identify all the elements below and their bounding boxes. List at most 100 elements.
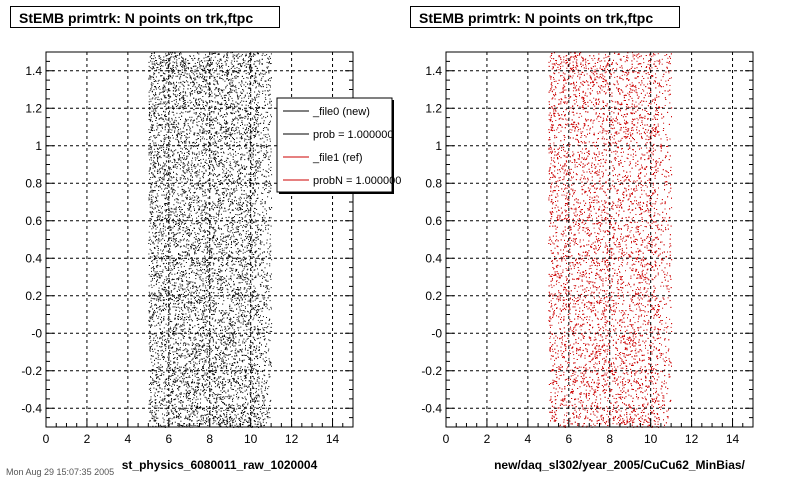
scatter-point [165,299,167,300]
scatter-point [236,243,238,245]
scatter-point [155,334,157,336]
scatter-point [205,414,207,416]
scatter-point [267,90,269,92]
scatter-point [229,152,231,154]
scatter-point [268,364,270,366]
scatter-point [257,358,259,359]
scatter-point [249,84,251,86]
scatter-point [215,359,217,361]
scatter-point [233,394,235,396]
scatter-point [150,358,152,360]
scatter-point [158,391,160,393]
scatter-point [257,329,259,331]
scatter-point [180,380,182,382]
scatter-point [180,425,182,426]
scatter-point [261,258,263,259]
scatter-point [204,344,206,346]
scatter-point [268,386,270,388]
scatter-point [241,371,243,373]
scatter-point [161,320,163,322]
scatter-point [204,165,205,166]
scatter-point [155,224,157,226]
scatter-point [257,162,259,164]
scatter-point [213,77,215,79]
scatter-point [225,280,227,282]
scatter-point [255,276,257,278]
scatter-point [259,421,261,423]
scatter-point [258,389,260,391]
scatter-point [192,287,194,289]
scatter-point [206,353,208,355]
scatter-point [149,115,150,117]
scatter-point [150,83,152,85]
scatter-point [255,182,257,184]
scatter-point [162,339,163,341]
scatter-point [194,91,196,93]
scatter-point [149,195,151,197]
scatter-point [258,183,260,185]
scatter-point [210,124,212,126]
scatter-point [233,103,235,105]
scatter-point [182,214,184,216]
scatter-point [254,299,256,301]
scatter-point [216,411,218,413]
scatter-point [149,98,151,100]
scatter-point [241,138,242,140]
scatter-point [190,425,192,426]
scatter-point [156,422,158,424]
scatter-point [225,159,227,161]
scatter-point [189,178,191,180]
scatter-point [259,275,261,277]
scatter-point [202,195,204,197]
scatter-point [169,226,171,228]
scatter-point [154,298,156,300]
scatter-point [194,250,196,252]
scatter-point [255,396,257,398]
scatter-point [197,222,199,224]
scatter-point [155,402,157,404]
scatter-point [242,226,244,228]
scatter-point [175,306,177,308]
scatter-point [236,423,238,425]
scatter-point [241,245,243,247]
scatter-point [163,339,165,341]
scatter-point [175,164,177,165]
scatter-point [257,160,259,162]
scatter-point [175,55,177,57]
scatter-point [223,164,225,166]
scatter-point [256,118,258,120]
scatter-point [258,294,260,296]
scatter-point [251,234,253,236]
scatter-point [205,287,207,289]
scatter-point [179,210,181,212]
scatter-point [266,152,268,154]
scatter-point [235,294,237,296]
scatter-point [241,136,243,138]
scatter-point [182,163,184,165]
scatter-point [159,240,161,242]
scatter-point [220,135,222,137]
scatter-point [268,84,270,86]
scatter-point [161,337,163,339]
scatter-point [227,225,229,227]
scatter-point [166,342,168,344]
scatter-point [219,93,221,95]
scatter-point [219,279,221,281]
scatter-point [176,145,178,147]
scatter-point [150,100,152,102]
scatter-point [221,319,223,321]
scatter-point [176,112,178,114]
scatter-point [202,190,204,192]
scatter-point [152,216,154,217]
scatter-point [244,384,246,386]
scatter-point [270,86,271,88]
scatter-point [157,153,159,155]
scatter-point [173,260,175,262]
scatter-point [204,255,206,257]
scatter-point [184,307,186,309]
scatter-point [244,140,246,142]
scatter-point [225,188,227,190]
scatter-point [158,238,160,240]
scatter-point [203,418,204,420]
scatter-point [167,79,169,81]
